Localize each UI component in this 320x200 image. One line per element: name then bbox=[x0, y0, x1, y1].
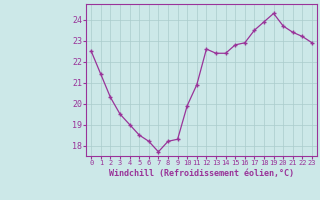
X-axis label: Windchill (Refroidissement éolien,°C): Windchill (Refroidissement éolien,°C) bbox=[109, 169, 294, 178]
